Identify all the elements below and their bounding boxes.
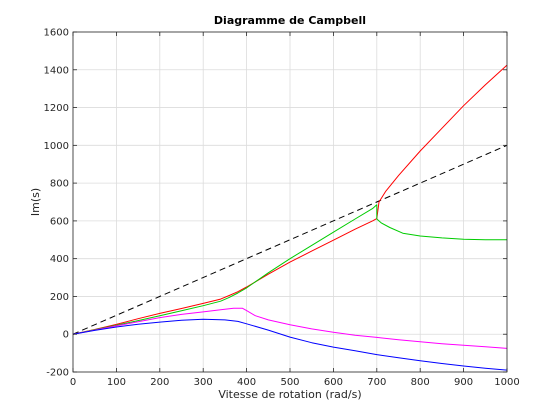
x-tick-label: 100 — [107, 377, 126, 388]
ticks: 0 100 200 300 400 500 600 700 800 900 1000-2000200… — [44, 28, 520, 389]
x-tick-label: 500 — [280, 377, 299, 388]
y-tick-label: 800 — [50, 179, 69, 190]
series-line-2 — [72, 64, 508, 335]
x-tick-label: 900 — [454, 377, 473, 388]
x-tick-label: 800 — [411, 377, 430, 388]
series-line-5 — [72, 318, 508, 371]
y-tick-label: 1000 — [44, 141, 69, 152]
y-tick-label: 600 — [50, 216, 69, 227]
x-tick-label: 400 — [237, 377, 256, 388]
x-tick-label: 300 — [194, 377, 213, 388]
y-tick-label: 200 — [50, 292, 69, 303]
x-tick-label: 600 — [324, 377, 343, 388]
x-axis-label: Vitesse de rotation (rad/s) — [218, 388, 361, 401]
y-tick-label: -200 — [46, 368, 69, 379]
y-tick-label: 1400 — [44, 65, 69, 76]
y-tick-label: 1600 — [44, 28, 69, 39]
x-tick-label: 0 — [70, 377, 76, 388]
y-axis-label: Im(s) — [29, 188, 42, 216]
y-tick-label: 0 — [63, 330, 69, 341]
series-line-4 — [72, 307, 508, 349]
x-tick-label: 1000 — [494, 377, 519, 388]
y-tick-label: 1200 — [44, 103, 69, 114]
chart-title: Diagramme de Campbell — [214, 14, 366, 27]
x-tick-label: 200 — [150, 377, 169, 388]
y-tick-label: 400 — [50, 254, 69, 265]
series-layer — [72, 64, 508, 371]
series-line-1 — [72, 144, 508, 335]
series-line-3 — [72, 204, 507, 335]
x-tick-label: 700 — [367, 377, 386, 388]
